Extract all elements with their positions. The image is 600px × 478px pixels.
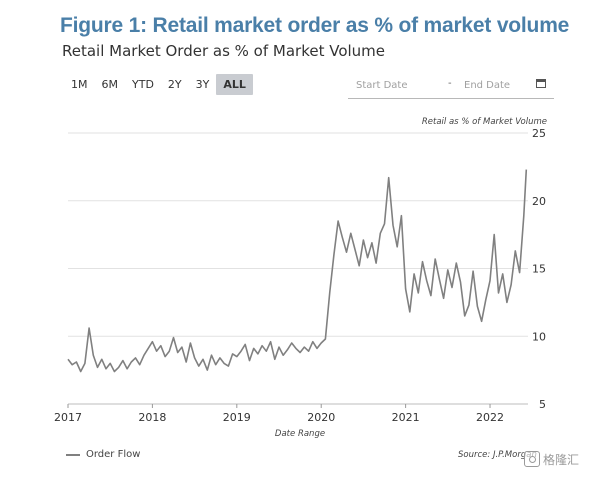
end-date-input[interactable]: End Date xyxy=(464,80,511,91)
y-axis-label: Retail as % of Market Volume xyxy=(422,117,547,127)
series-line-order-flow[interactable] xyxy=(67,169,528,373)
x-tick-label: 2021 xyxy=(392,411,420,424)
chart-title: Retail Market Order as % of Market Volum… xyxy=(62,42,386,60)
grid-lines xyxy=(68,132,528,405)
start-date-input[interactable]: Start Date xyxy=(356,80,408,91)
y-tick-label: 25 xyxy=(532,127,546,140)
y-tick-label: 10 xyxy=(532,330,546,343)
range-button-ytd[interactable]: YTD xyxy=(132,78,154,91)
legend[interactable]: Order Flow xyxy=(66,449,140,460)
watermark-logo-icon xyxy=(524,451,540,467)
x-tick-label: 2019 xyxy=(223,411,251,424)
x-axis-label: Date Range xyxy=(275,429,325,439)
y-tick-label: 5 xyxy=(539,398,546,411)
range-button-1m[interactable]: 1M xyxy=(71,78,88,91)
range-button-3y[interactable]: 3Y xyxy=(195,78,210,91)
y-tick-label: 20 xyxy=(532,195,546,208)
x-tick-label: 2022 xyxy=(476,411,504,424)
date-separator: - xyxy=(448,78,452,89)
date-range-picker[interactable]: Start Date - End Date xyxy=(348,74,554,99)
legend-swatch xyxy=(66,453,80,456)
series-layer xyxy=(67,169,528,373)
x-tick-label: 2017 xyxy=(54,411,82,424)
figure-title: Figure 1: Retail market order as % of ma… xyxy=(60,14,570,37)
watermark: 格隆汇 xyxy=(524,447,596,471)
range-button-all[interactable]: ALL xyxy=(216,74,253,95)
watermark-text: 格隆汇 xyxy=(543,452,580,467)
range-button-6m[interactable]: 6M xyxy=(101,78,119,91)
y-tick-label: 15 xyxy=(532,263,546,276)
axes: 5 10 15 20 25 2017 2018 2019 2020 2021 2022 xyxy=(54,127,546,424)
x-tick-label: 2020 xyxy=(307,411,335,424)
calendar-icon[interactable] xyxy=(536,79,546,88)
legend-label: Order Flow xyxy=(86,449,141,460)
x-tick-label: 2018 xyxy=(138,411,166,424)
range-selector: 1M 6M YTD 2Y 3Y ALL xyxy=(64,74,253,95)
source-note: Source: J.P.Morgan xyxy=(458,450,537,460)
range-button-2y[interactable]: 2Y xyxy=(167,78,182,91)
